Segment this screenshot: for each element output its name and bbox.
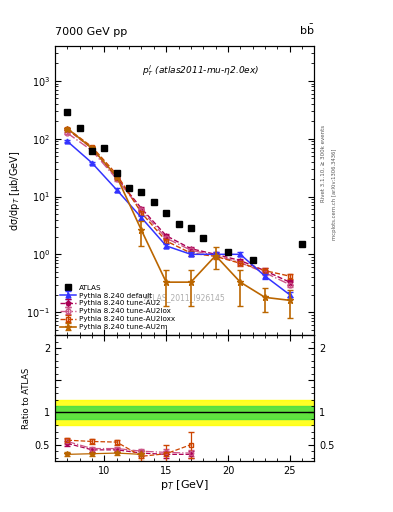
Text: b$\bar{\rm b}$: b$\bar{\rm b}$ xyxy=(299,23,314,37)
ATLAS xyxy=(201,235,206,241)
Y-axis label: Ratio to ATLAS: Ratio to ATLAS xyxy=(22,367,31,429)
ATLAS xyxy=(189,224,193,230)
ATLAS xyxy=(127,185,132,191)
Text: $p^{l}_{T}$ (atlas2011-mu-η2.0ex): $p^{l}_{T}$ (atlas2011-mu-η2.0ex) xyxy=(141,63,259,78)
Line: ATLAS: ATLAS xyxy=(64,109,305,263)
Text: 7000 GeV pp: 7000 GeV pp xyxy=(55,27,127,37)
ATLAS xyxy=(250,257,255,263)
ATLAS xyxy=(77,124,82,131)
ATLAS xyxy=(164,210,169,216)
Bar xyxy=(55,399,314,425)
Legend: ATLAS, Pythia 8.240 default, Pythia 8.240 tune-AU2, Pythia 8.240 tune-AU2lox, Py: ATLAS, Pythia 8.240 default, Pythia 8.24… xyxy=(59,283,176,331)
Y-axis label: dσ/dp$_{T}$ [μb/GeV]: dσ/dp$_{T}$ [μb/GeV] xyxy=(8,151,22,231)
ATLAS xyxy=(176,221,181,227)
ATLAS xyxy=(139,189,144,195)
ATLAS xyxy=(300,241,305,247)
Bar xyxy=(55,406,314,419)
ATLAS xyxy=(151,199,156,205)
Text: mcplots.cern.ch [arXiv:1306.3436]: mcplots.cern.ch [arXiv:1306.3436] xyxy=(332,149,337,240)
ATLAS xyxy=(114,169,119,176)
ATLAS xyxy=(90,147,94,154)
X-axis label: p$_{T}$ [GeV]: p$_{T}$ [GeV] xyxy=(160,478,209,493)
Text: ATLAS_2011_I926145: ATLAS_2011_I926145 xyxy=(144,293,226,303)
Text: Rivet 3.1.10, ≥ 300k events: Rivet 3.1.10, ≥ 300k events xyxy=(320,125,325,202)
ATLAS xyxy=(226,249,230,255)
ATLAS xyxy=(65,109,70,115)
ATLAS xyxy=(102,145,107,152)
